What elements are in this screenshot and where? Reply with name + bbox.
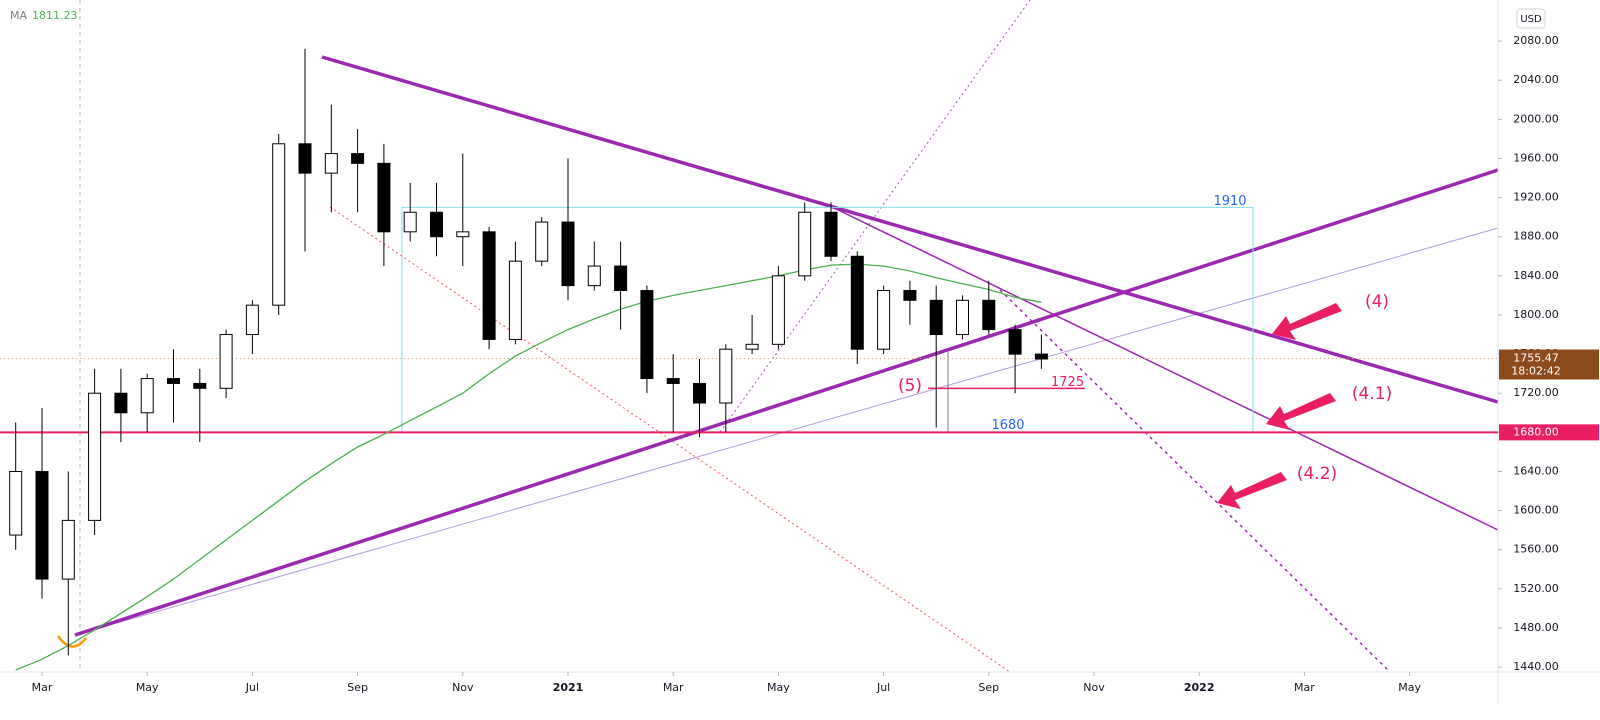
last-price-tag [1499, 349, 1599, 380]
y-tick-label: 2040.00 [1513, 73, 1559, 86]
y-tick-label: 1440.00 [1513, 660, 1559, 673]
level-tag [1499, 424, 1599, 441]
trend-line [719, 0, 1031, 433]
candle-body [587, 265, 601, 287]
x-tick-label: May [136, 681, 159, 694]
candle-body [535, 221, 549, 262]
candle-body [245, 304, 259, 336]
x-tick-label: May [1398, 681, 1421, 694]
x-tick-label: 2021 [553, 681, 584, 694]
x-tick-label: Nov [1083, 681, 1105, 694]
candle-body [771, 275, 785, 345]
annotation: (4.2) [1297, 464, 1337, 484]
support-label: 1725 [1051, 375, 1084, 390]
candle-body [430, 211, 443, 238]
candle-body [324, 153, 338, 174]
candle-body [824, 211, 838, 257]
candle-body [561, 221, 575, 287]
y-tick-label: 1720.00 [1513, 386, 1559, 399]
arrow [1266, 393, 1336, 430]
arrows [1217, 303, 1342, 509]
candle-body [88, 392, 102, 521]
ma-line [15, 263, 1042, 671]
candle-body [35, 470, 49, 580]
candle-body [9, 470, 23, 536]
arrow [1217, 472, 1287, 509]
candle-body [903, 290, 917, 301]
x-tick-label: Sep [978, 681, 999, 694]
candle-body [614, 265, 628, 292]
candle-body [850, 255, 864, 350]
candle-body [877, 290, 891, 350]
y-tick-label: 1640.00 [1513, 464, 1559, 477]
x-tick-label: 2022 [1184, 681, 1215, 694]
candle-body [351, 153, 365, 164]
y-tick-label: 1840.00 [1513, 269, 1559, 282]
last-price-label: 1755.47 [1513, 352, 1559, 365]
x-tick-label: Mar [1294, 681, 1315, 694]
candle-body [719, 348, 733, 404]
box-label: 1910 [1213, 194, 1246, 209]
drawings [0, 0, 1600, 705]
y-tick-label: 1800.00 [1513, 308, 1559, 321]
candle-body [167, 378, 180, 384]
y-tick-label: 1480.00 [1513, 621, 1559, 634]
trend-line [74, 168, 1499, 637]
candle-body [640, 290, 654, 380]
candle-body [666, 378, 680, 384]
y-tick-label: 1600.00 [1513, 504, 1559, 517]
candle-body [219, 334, 233, 389]
trend-line [321, 55, 1499, 404]
candle-body [1008, 329, 1022, 355]
candle-body [956, 299, 969, 336]
y-tick-label: 1920.00 [1513, 191, 1559, 204]
candle-body [114, 392, 128, 414]
candle-body [482, 231, 496, 340]
candle-body [403, 211, 417, 233]
y-tick-label: 2080.00 [1513, 34, 1559, 47]
indicator-name: MA [10, 9, 27, 22]
currency: USD [1520, 14, 1542, 25]
y-tick-label: 1960.00 [1513, 151, 1559, 164]
candle-body [508, 260, 522, 340]
annotation: (4) [1365, 292, 1389, 312]
x-tick-label: Jul [876, 681, 890, 694]
candle-body [982, 299, 996, 331]
x-tick-label: Sep [347, 681, 368, 694]
x-tick-label: Jul [245, 681, 259, 694]
y-tick-label: 1520.00 [1513, 582, 1559, 595]
annotation: (5) [898, 376, 922, 396]
annotation: (4.1) [1352, 384, 1392, 404]
low-marker [56, 635, 87, 648]
level-label: 1680.00 [1513, 425, 1559, 438]
trend-line [831, 206, 1499, 531]
x-tick-label: Mar [663, 681, 684, 694]
indicator-value: 1811.23 [32, 9, 78, 22]
candle-body [193, 382, 207, 389]
currency-box[interactable] [1516, 8, 1546, 29]
candle-body [298, 143, 312, 174]
x-tick-label: May [767, 681, 790, 694]
x-tick-label: Mar [32, 681, 53, 694]
candle-body [272, 143, 286, 306]
candle-body [693, 382, 706, 404]
candle-body [140, 378, 154, 414]
candle-body [456, 231, 470, 238]
y-tick-label: 1880.00 [1513, 230, 1559, 243]
y-tick-label: 2000.00 [1513, 112, 1559, 125]
candle-body [798, 211, 812, 277]
box-label: 1680 [991, 418, 1024, 433]
arrow [1272, 303, 1342, 340]
candle-body [61, 519, 75, 580]
countdown-label: 18:02:42 [1511, 365, 1560, 378]
candle-body [1034, 353, 1048, 360]
candle-body [929, 299, 943, 336]
candle-body [377, 162, 391, 233]
candle-body [745, 343, 759, 350]
x-tick-label: Nov [452, 681, 474, 694]
y-tick-label: 1560.00 [1513, 543, 1559, 556]
